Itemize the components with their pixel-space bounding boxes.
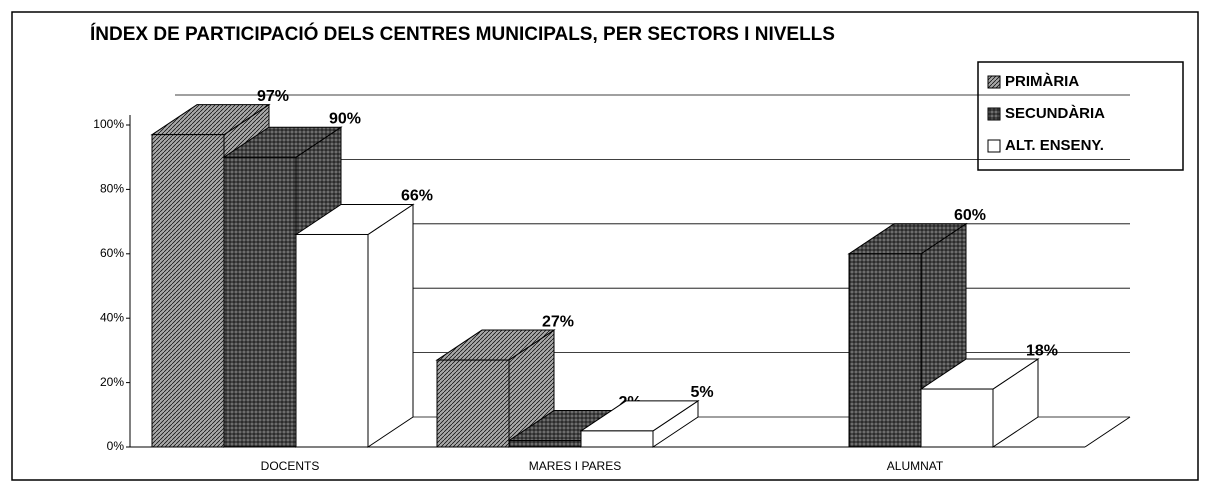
- legend-swatch: [987, 139, 1001, 153]
- x-tick-label: MARES I PARES: [529, 459, 621, 473]
- x-tick-label: ALUMNAT: [887, 459, 944, 473]
- value-label: 5%: [690, 384, 713, 401]
- bar-front: [151, 134, 225, 448]
- y-tick-label: 40%: [100, 310, 124, 324]
- y-tick-label: 60%: [100, 246, 124, 260]
- legend-label: SECUNDÀRIA: [1005, 105, 1105, 122]
- legend-label: PRIMÀRIA: [1005, 73, 1079, 90]
- bar: [579, 399, 700, 448]
- legend-swatch: [987, 75, 1001, 89]
- legend-swatch: [987, 107, 1001, 121]
- y-tick-label: 80%: [100, 182, 124, 196]
- bar: [294, 203, 415, 448]
- x-tick-label: DOCENTS: [261, 459, 320, 473]
- legend: [977, 61, 1184, 171]
- bar-front: [508, 440, 582, 448]
- bar: [919, 358, 1040, 448]
- floor-edge: [1084, 416, 1131, 448]
- bar-front: [223, 156, 297, 448]
- frame: [11, 11, 1199, 481]
- bar-front: [436, 359, 510, 448]
- bar-front: [848, 253, 922, 448]
- value-label: 66%: [401, 188, 433, 205]
- bar-front: [580, 430, 654, 448]
- value-label: 97%: [257, 88, 289, 105]
- legend-label: ALT. ENSENY.: [1005, 137, 1104, 154]
- y-tick-label: 20%: [100, 375, 124, 389]
- value-label: 90%: [329, 110, 361, 127]
- bar-front: [295, 233, 369, 448]
- bar-front: [920, 388, 994, 448]
- y-tick-label: 100%: [93, 117, 124, 131]
- y-tick-label: 0%: [107, 439, 125, 453]
- value-label: 60%: [954, 207, 986, 224]
- value-label: 27%: [542, 313, 574, 330]
- chart-title: ÍNDEX DE PARTICIPACIÓ DELS CENTRES MUNIC…: [90, 23, 835, 45]
- bar-side: [367, 203, 414, 448]
- value-label: 18%: [1026, 342, 1058, 359]
